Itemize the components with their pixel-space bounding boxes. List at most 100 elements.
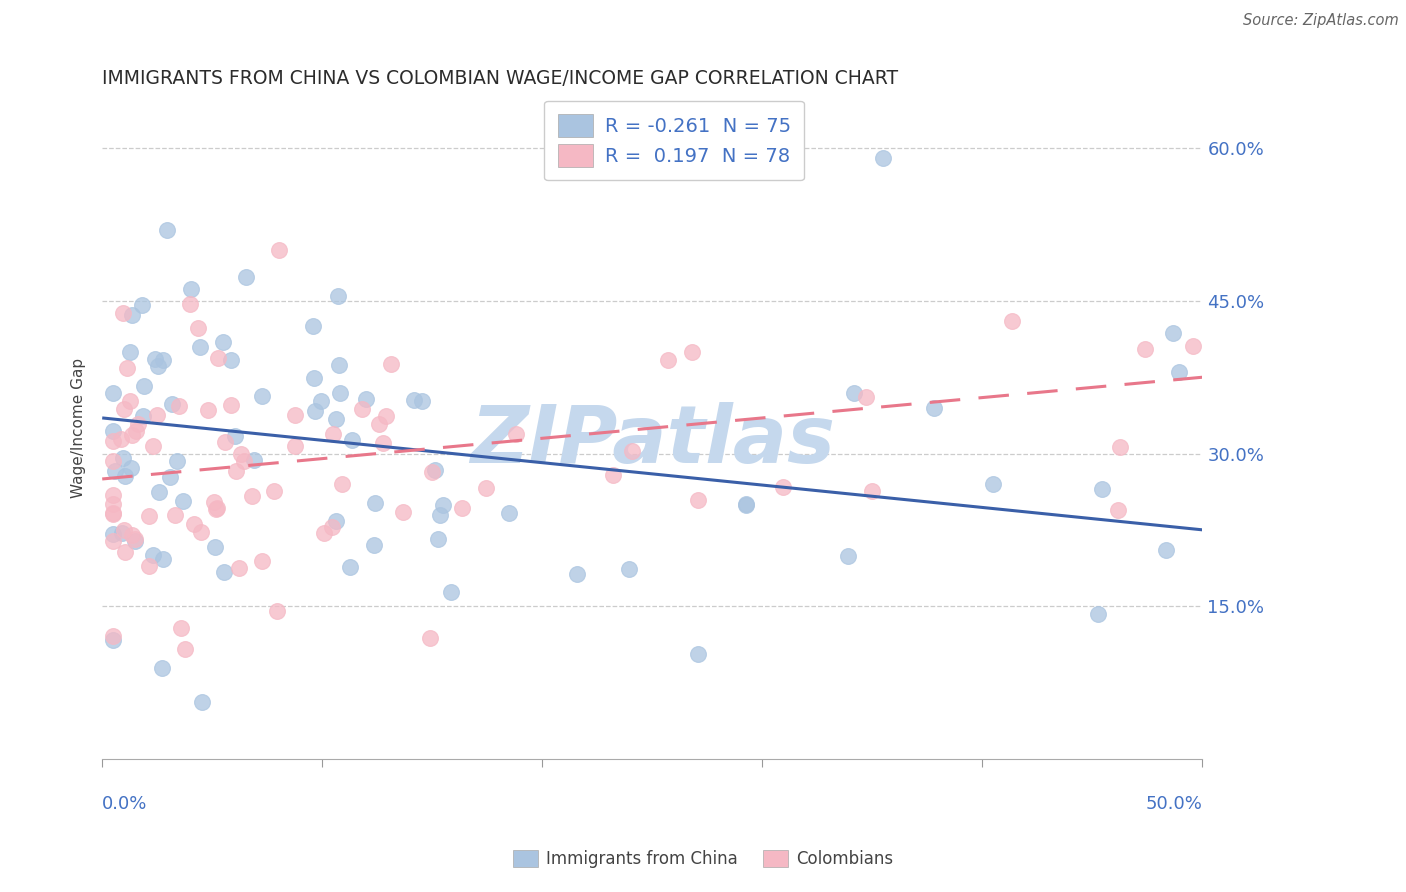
Point [1001,314,1024,328]
Text: Source: ZipAtlas.com: Source: ZipAtlas.com [1243,13,1399,29]
Point [225,464,247,478]
Point [112,451,135,466]
Point [440,585,463,599]
Point [981,477,1004,491]
Point [772,480,794,494]
Point [242,453,264,467]
Point [146,359,169,373]
Point [179,296,201,310]
Point [205,501,228,516]
Point [325,514,347,528]
Y-axis label: Wage/Income Gap: Wage/Income Gap [72,358,86,498]
Point [104,464,127,478]
Point [219,353,242,368]
Text: 50.0%: 50.0% [1146,795,1202,814]
Point [103,527,125,541]
Point [1108,440,1130,454]
Point [309,394,332,409]
Point [148,485,170,500]
Point [180,282,202,296]
Point [302,319,325,334]
Point [855,390,877,404]
Point [142,439,165,453]
Point [266,604,288,618]
Point [352,401,374,416]
Point [112,306,135,320]
Legend: R = -0.261  N = 75, R =  0.197  N = 78: R = -0.261 N = 75, R = 0.197 N = 78 [544,101,804,180]
Point [121,308,143,322]
Point [302,370,325,384]
Point [505,427,527,442]
Point [103,533,125,548]
Point [159,470,181,484]
Point [392,505,415,519]
Point [142,548,165,562]
Point [231,446,253,460]
Text: 0.0%: 0.0% [103,795,148,814]
Point [621,444,644,458]
Point [110,433,132,447]
Point [103,507,125,521]
Point [132,409,155,423]
Point [160,397,183,411]
Point [172,494,194,508]
Point [328,358,350,372]
Point [166,454,188,468]
Point [120,461,142,475]
Point [118,394,141,409]
Point [207,351,229,366]
Text: ZIPatlas: ZIPatlas [470,402,835,480]
Point [150,660,173,674]
Point [1181,338,1204,352]
Point [252,389,274,403]
Point [339,560,361,574]
Point [250,554,273,568]
Point [152,551,174,566]
Point [228,561,250,575]
Point [330,477,353,491]
Point [451,501,474,516]
Point [103,454,125,468]
Point [103,632,125,647]
Point [321,520,343,534]
Point [657,353,679,368]
Point [224,429,246,443]
Point [329,386,352,401]
Point [114,469,136,483]
Point [1087,607,1109,622]
Point [134,379,156,393]
Point [235,269,257,284]
Point [146,408,169,422]
Point [124,534,146,549]
Point [183,516,205,531]
Point [363,538,385,552]
Point [860,483,883,498]
Point [427,533,450,547]
Point [121,428,143,442]
Point [173,642,195,657]
Point [373,435,395,450]
Point [681,344,703,359]
Point [240,489,263,503]
Point [207,500,229,515]
Point [688,492,710,507]
Text: IMMIGRANTS FROM CHINA VS COLOMBIAN WAGE/INCOME GAP CORRELATION CHART: IMMIGRANTS FROM CHINA VS COLOMBIAN WAGE/… [103,69,898,87]
Point [837,549,859,563]
Point [187,320,209,334]
Point [167,399,190,413]
Point [115,361,138,376]
Point [304,404,326,418]
Point [567,567,589,582]
Point [191,695,214,709]
Point [411,394,433,409]
Point [402,392,425,407]
Point [340,433,363,447]
Point [103,424,125,438]
Point [368,417,391,431]
Point [103,488,125,502]
Point [127,417,149,431]
Point [1168,365,1191,379]
Point [163,508,186,522]
Point [1107,503,1129,517]
Point [112,523,135,537]
